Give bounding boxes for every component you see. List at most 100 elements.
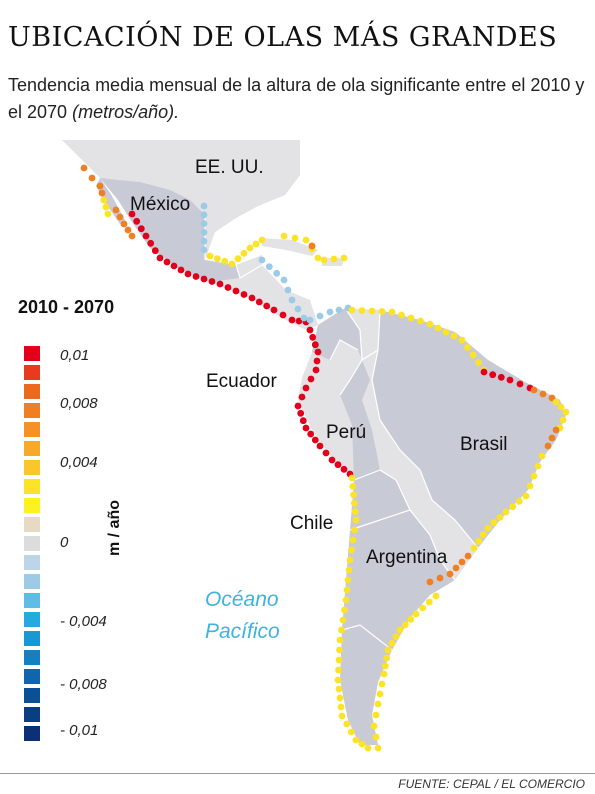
- coast-point: [311, 436, 319, 444]
- coast-point: [496, 513, 504, 521]
- coast-point: [224, 284, 232, 291]
- label-argentina: Argentina: [366, 547, 448, 568]
- coast-point: [200, 275, 208, 283]
- coast-point: [469, 351, 477, 359]
- wave-trend-points: [80, 164, 570, 752]
- coast-point: [479, 531, 487, 539]
- coast-point: [100, 196, 108, 204]
- coast-point: [374, 744, 382, 752]
- coast-point: [346, 556, 354, 564]
- legend-swatch: [24, 517, 40, 532]
- coast-point: [151, 247, 159, 255]
- coast-point: [450, 332, 458, 340]
- coast-point: [337, 703, 345, 711]
- coast-point: [380, 670, 388, 678]
- coast-point: [96, 182, 104, 190]
- coast-point: [538, 452, 546, 460]
- coast-point: [334, 676, 342, 684]
- brasil-shape: [372, 310, 566, 548]
- coast-point: [434, 324, 442, 332]
- coast-point: [200, 211, 208, 219]
- coast-point: [300, 314, 308, 322]
- label-ecuador: Ecuador: [206, 371, 277, 392]
- coast-point: [412, 610, 420, 618]
- coast-point: [340, 254, 348, 262]
- coast-point: [530, 386, 538, 394]
- legend-tick-6: - 0,008: [60, 676, 107, 693]
- coast-point: [335, 306, 343, 314]
- coast-point: [381, 662, 389, 670]
- coast-point: [349, 483, 357, 490]
- coast-point: [156, 254, 164, 262]
- coast-point: [490, 519, 498, 527]
- legend-swatch: [24, 460, 40, 475]
- baja-peninsula: [96, 178, 126, 224]
- coast-point: [120, 220, 128, 228]
- coast-point: [452, 564, 460, 572]
- coast-point: [345, 566, 353, 574]
- coast-point: [425, 598, 433, 606]
- coast-point: [351, 499, 358, 507]
- coast-point: [295, 317, 303, 325]
- legend-tick-5: - 0,004: [60, 613, 107, 630]
- legend-swatch: [24, 726, 40, 741]
- coast-point: [133, 217, 141, 225]
- coast-point: [258, 236, 266, 244]
- coast-point: [280, 276, 288, 284]
- coast-point: [326, 308, 334, 316]
- label-ocean-line2: Pacífico: [205, 620, 280, 643]
- coast-point: [475, 537, 483, 545]
- coast-point: [458, 336, 466, 344]
- coast-point: [216, 280, 224, 288]
- coast-point: [544, 442, 552, 450]
- coast-point: [370, 722, 378, 730]
- coast-point: [522, 492, 530, 500]
- coast-point: [335, 685, 343, 693]
- coast-point: [314, 254, 322, 262]
- coast-point: [383, 654, 391, 662]
- coast-point: [392, 633, 400, 641]
- coast-point: [252, 240, 260, 248]
- coast-point: [502, 508, 510, 516]
- coast-point: [378, 308, 386, 315]
- coast-point: [316, 442, 324, 450]
- legend-swatch: [24, 707, 40, 722]
- legend-swatch: [24, 574, 40, 589]
- coast-point: [263, 302, 271, 310]
- coast-point: [489, 371, 497, 379]
- coast-point: [432, 592, 440, 600]
- coast-point: [298, 393, 306, 401]
- coast-point: [240, 249, 248, 257]
- coast-point: [401, 621, 409, 629]
- coast-point: [320, 256, 328, 264]
- coast-point: [335, 656, 343, 664]
- coast-point: [552, 398, 560, 406]
- coast-point: [417, 317, 424, 325]
- coast-point: [349, 536, 357, 544]
- coast-point: [516, 380, 524, 388]
- coast-point: [280, 232, 288, 240]
- legend-tick-2: 0,008: [60, 395, 98, 412]
- coast-point: [163, 258, 171, 266]
- coast-point: [307, 375, 315, 383]
- map-subtitle: Tendencia media mensual de la altura de …: [8, 72, 588, 126]
- coast-point: [265, 263, 273, 271]
- coast-point: [316, 312, 324, 320]
- legend-swatch: [24, 403, 40, 418]
- cuba-shape: [262, 238, 318, 256]
- coast-point: [338, 626, 345, 634]
- coast-point: [562, 408, 570, 416]
- coast-point: [446, 570, 454, 578]
- coast-point: [464, 344, 471, 351]
- coast-point: [299, 417, 307, 425]
- coast-point: [458, 558, 466, 566]
- legend-swatch: [24, 612, 40, 627]
- coast-point: [358, 740, 366, 748]
- coast-point: [530, 472, 538, 480]
- source-credit: FUENTE: CEPAL / EL COMERCIO: [398, 777, 585, 791]
- subtitle-unit: (metros/año).: [72, 102, 180, 122]
- coast-point: [350, 491, 357, 499]
- coast-point: [124, 226, 132, 234]
- label-ocean-line1: Océano: [205, 588, 279, 611]
- coast-point: [351, 526, 358, 534]
